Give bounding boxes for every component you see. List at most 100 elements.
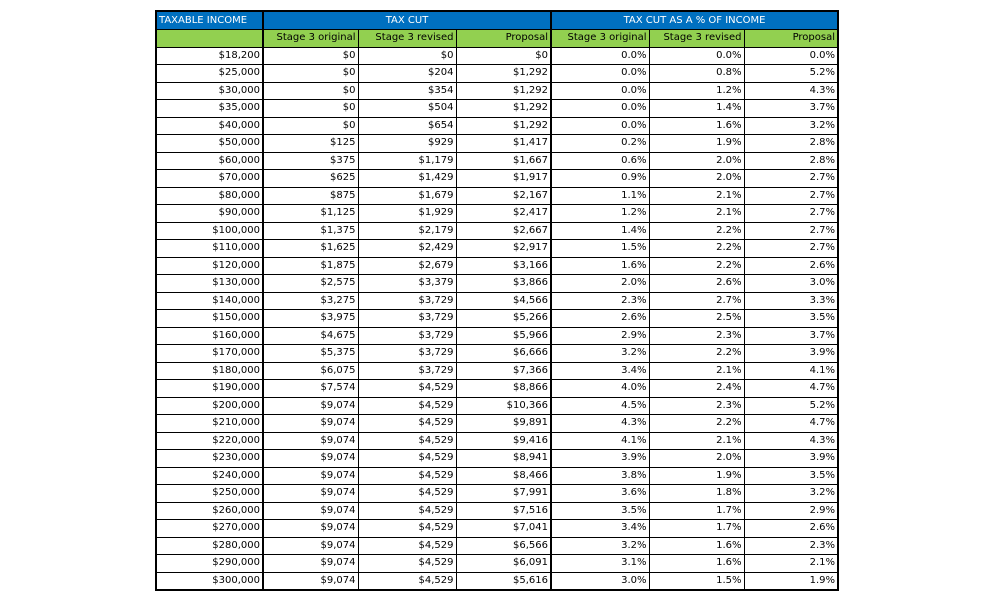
table-cell: $4,529 [357,519,457,538]
table-cell: 1.6% [648,554,745,573]
table-cell: 3.0% [743,274,839,293]
table-cell: 0.0% [550,81,650,100]
table-cell: 0.6% [550,151,650,170]
table-row: $90,000 $1,125 $1,929 $2,417 1.2% 2.1% 2.7% [155,204,839,223]
table-cell: 4.1% [550,431,650,450]
table-cell: $9,074 [262,571,359,591]
table-cell: 2.2% [648,344,745,363]
table-cell: 1.9% [743,571,839,591]
table-cell: $3,729 [357,309,457,328]
table-cell: $2,179 [357,221,457,240]
table-cell: $60,000 [155,151,264,170]
table-cell: $5,375 [262,344,359,363]
table-cell: $230,000 [155,449,264,468]
table-cell: $240,000 [155,466,264,485]
table-cell: $9,416 [455,431,553,450]
table-cell: $9,074 [262,449,359,468]
table-cell: $270,000 [155,519,264,538]
table-cell: $4,566 [455,291,553,310]
column-header: Stage 3 revised [357,29,457,48]
table-cell: $5,616 [455,571,553,591]
table-row: $230,000 $9,074 $4,529 $8,941 3.9% 2.0% 3.9% [155,449,839,468]
table-cell: 2.5% [648,309,745,328]
table-row: $18,200 $0 $0 $0 0.0% 0.0% 0.0% [155,46,839,65]
table-cell: 1.5% [648,571,745,591]
table-cell: $3,729 [357,291,457,310]
table-row: $210,000 $9,074 $4,529 $9,891 4.3% 2.2% 4.7% [155,414,839,433]
table-cell: 3.5% [550,501,650,520]
table-cell: $10,366 [455,396,553,415]
table-cell: 2.6% [743,256,839,275]
table-row: $40,000 $0 $654 $1,292 0.0% 1.6% 3.2% [155,116,839,135]
table-cell: $0 [262,46,359,65]
table-cell: 3.2% [550,536,650,555]
table-cell: 2.3% [550,291,650,310]
table-cell: 0.0% [743,46,839,65]
table-row: $250,000 $9,074 $4,529 $7,991 3.6% 1.8% 3.2% [155,484,839,503]
table-cell: 3.1% [550,554,650,573]
table-cell: 1.2% [648,81,745,100]
table-cell: $6,566 [455,536,553,555]
table-cell: 2.7% [743,169,839,188]
table-cell: $7,991 [455,484,553,503]
table-cell: 2.0% [648,449,745,468]
table-cell: 1.4% [550,221,650,240]
table-cell: $9,074 [262,414,359,433]
table-cell: $1,625 [262,239,359,258]
table-cell: 1.7% [648,501,745,520]
table-row: $190,000 $7,574 $4,529 $8,866 4.0% 2.4% 4.7% [155,379,839,398]
table-cell: $3,975 [262,309,359,328]
table-cell: 4.0% [550,379,650,398]
table-cell: $9,074 [262,554,359,573]
table-cell: $35,000 [155,99,264,118]
table-cell: $220,000 [155,431,264,450]
table-cell: $125 [262,134,359,153]
table-cell: $5,266 [455,309,553,328]
table-cell: 2.0% [648,169,745,188]
table-cell: $4,529 [357,396,457,415]
table-cell: 2.1% [648,186,745,205]
table-cell: $4,529 [357,449,457,468]
table-cell: $504 [357,99,457,118]
table-cell: $375 [262,151,359,170]
table-cell: $70,000 [155,169,264,188]
table-cell: $6,666 [455,344,553,363]
table-cell: 1.9% [648,466,745,485]
table-row: $180,000 $6,075 $3,729 $7,366 3.4% 2.1% 4.1% [155,361,839,380]
table-cell: $170,000 [155,344,264,363]
table-row: $35,000 $0 $504 $1,292 0.0% 1.4% 3.7% [155,99,839,118]
table-cell: 0.0% [550,46,650,65]
table-cell: 2.0% [550,274,650,293]
table-cell: $40,000 [155,116,264,135]
table-cell: 1.8% [648,484,745,503]
table-cell: $1,929 [357,204,457,223]
table-cell: $50,000 [155,134,264,153]
table-cell: 3.5% [743,309,839,328]
table-cell: 2.1% [648,431,745,450]
table-cell: 0.0% [550,99,650,118]
table-cell: $929 [357,134,457,153]
table-cell: $4,529 [357,484,457,503]
table-cell: $2,917 [455,239,553,258]
table-row: $120,000 $1,875 $2,679 $3,166 1.6% 2.2% 2.6% [155,256,839,275]
table-cell: 4.1% [743,361,839,380]
table-cell: 1.6% [648,116,745,135]
group-header: TAX CUT AS A % OF INCOME [550,10,839,30]
table-cell: $280,000 [155,536,264,555]
table-cell: 1.1% [550,186,650,205]
table-cell: 3.4% [550,361,650,380]
table-cell: $1,417 [455,134,553,153]
table-cell: 3.9% [743,449,839,468]
table-cell: $9,074 [262,501,359,520]
table-cell: 3.3% [743,291,839,310]
table-cell: 2.7% [743,186,839,205]
table-cell: $3,275 [262,291,359,310]
table-cell: 1.4% [648,99,745,118]
table-cell: 3.8% [550,466,650,485]
table-cell: $290,000 [155,554,264,573]
table-row: $110,000 $1,625 $2,429 $2,917 1.5% 2.2% 2.7% [155,239,839,258]
table-cell: $200,000 [155,396,264,415]
table-cell: 3.9% [743,344,839,363]
table-cell: $875 [262,186,359,205]
